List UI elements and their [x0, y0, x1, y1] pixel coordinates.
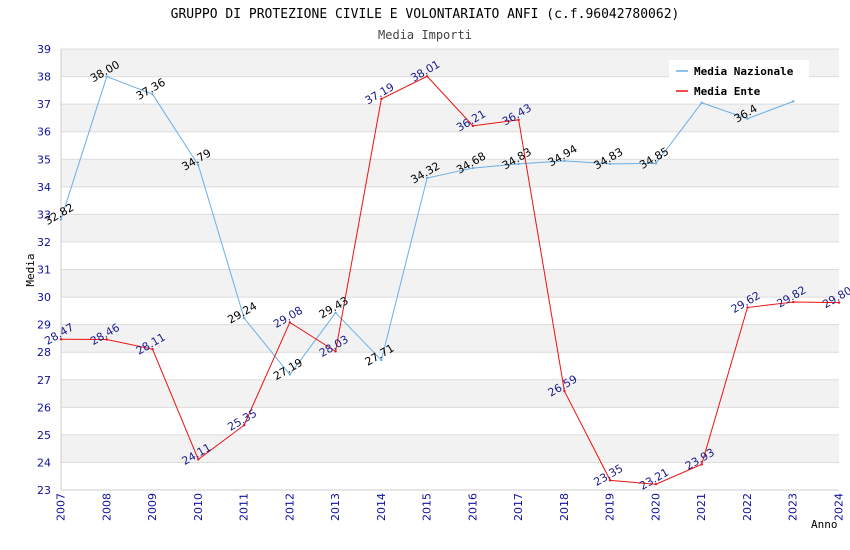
- grid-band: [61, 269, 839, 298]
- y-tick-label: 30: [37, 291, 51, 304]
- data-point: [425, 75, 429, 78]
- x-axis-label: Anno: [811, 518, 838, 531]
- series-lines: [59, 75, 841, 486]
- y-tick-label: 36: [37, 126, 51, 139]
- y-tick-label: 32: [37, 236, 51, 249]
- grid-lines: [60, 48, 839, 491]
- data-point: [608, 479, 612, 482]
- grid-band: [61, 104, 839, 132]
- grid-band: [61, 379, 839, 408]
- y-tick-label: 33: [37, 208, 51, 221]
- data-point: [242, 424, 246, 427]
- grid-band: [61, 186, 839, 215]
- x-tick-label: 2007: [55, 493, 68, 521]
- grid-band: [61, 214, 839, 242]
- x-tick-label: 2012: [283, 493, 296, 521]
- y-tick-label: 34: [37, 181, 51, 194]
- data-point: [288, 373, 292, 376]
- y-axis-label: Media: [24, 253, 37, 286]
- grid-band: [61, 297, 839, 325]
- y-tick-label: 24: [37, 456, 51, 469]
- chart-subtitle: Media Importi: [378, 28, 472, 42]
- data-point: [151, 347, 154, 351]
- x-tick-label: 2023: [787, 493, 800, 521]
- data-point: [517, 118, 520, 122]
- data-point: [59, 218, 63, 221]
- legend: Media Nazionale Media Ente: [669, 60, 809, 100]
- data-point: [654, 162, 658, 165]
- data-point: [517, 162, 520, 166]
- grid-band: [61, 131, 839, 160]
- x-tick-label: 2010: [192, 493, 205, 521]
- grid-band: [61, 352, 839, 380]
- data-point: [380, 97, 383, 101]
- data-point: [334, 311, 337, 314]
- y-tick-label: 29: [37, 319, 51, 332]
- data-point: [746, 306, 749, 309]
- data-point: [288, 321, 292, 324]
- y-tick-label: 27: [37, 374, 51, 387]
- x-axis-ticks: 2007 2008 2009 2010 2011 2012 2013 2014 2015 2016…: [55, 493, 846, 521]
- x-tick-label: 2022: [741, 493, 754, 521]
- x-tick-label: 2021: [695, 493, 708, 521]
- data-point: [792, 300, 795, 304]
- x-tick-label: 2018: [558, 493, 571, 521]
- y-tick-label: 35: [37, 153, 51, 166]
- x-tick-label: 2020: [649, 493, 662, 521]
- data-point: [608, 162, 612, 166]
- y-tick-label: 26: [37, 401, 51, 414]
- chart-title: GRUPPO DI PROTEZIONE CIVILE E VOLONTARIA…: [171, 7, 680, 22]
- data-point: [563, 389, 566, 393]
- data-point: [197, 458, 200, 461]
- data-point: [654, 483, 658, 486]
- x-tick-label: 2016: [466, 493, 479, 521]
- y-axis-ticks: 23 24 25 26 27 28 29 30 31 32 33 34 35 36 37 38 39: [37, 43, 51, 497]
- legend-label-media-nazionale: Media Nazionale: [694, 65, 794, 78]
- y-tick-label: 39: [37, 43, 51, 56]
- x-tick-label: 2009: [146, 493, 159, 521]
- grid-band: [61, 241, 839, 270]
- x-tick-label: 2017: [512, 493, 525, 521]
- data-point: [380, 358, 383, 362]
- series-line-media-ente: [60, 75, 840, 485]
- data-point: [700, 463, 703, 466]
- grid-band: [61, 434, 839, 463]
- x-tick-label: 2019: [604, 493, 617, 521]
- data-point: [334, 350, 337, 353]
- y-tick-label: 31: [37, 264, 51, 277]
- y-tick-label: 23: [37, 484, 51, 497]
- data-point: [197, 163, 200, 167]
- data-point: [105, 75, 108, 78]
- data-point: [563, 159, 566, 163]
- data-point: [471, 166, 475, 170]
- grid-band: [61, 407, 839, 435]
- data-point: [746, 117, 749, 120]
- x-tick-label: 2013: [329, 493, 342, 521]
- x-tick-label: 2014: [375, 493, 388, 521]
- data-point: [105, 338, 108, 341]
- x-tick-label: 2008: [100, 493, 113, 521]
- x-tick-label: 2011: [238, 493, 251, 521]
- data-point: [425, 176, 429, 180]
- data-point: [242, 316, 246, 320]
- data-point: [59, 338, 63, 341]
- data-point: [700, 101, 703, 104]
- grid-band: [61, 462, 839, 490]
- legend-box: [669, 60, 809, 100]
- grid-band: [61, 324, 839, 353]
- y-tick-label: 37: [37, 98, 51, 111]
- data-point: [792, 100, 795, 103]
- y-tick-label: 38: [37, 71, 51, 84]
- data-point: [471, 124, 475, 128]
- x-tick-label: 2024: [833, 493, 846, 521]
- x-tick-label: 2015: [421, 493, 434, 521]
- legend-label-media-ente: Media Ente: [694, 85, 761, 98]
- y-tick-label: 25: [37, 429, 51, 442]
- data-point: [837, 301, 841, 304]
- data-point: [151, 93, 154, 96]
- y-tick-label: 28: [37, 346, 51, 359]
